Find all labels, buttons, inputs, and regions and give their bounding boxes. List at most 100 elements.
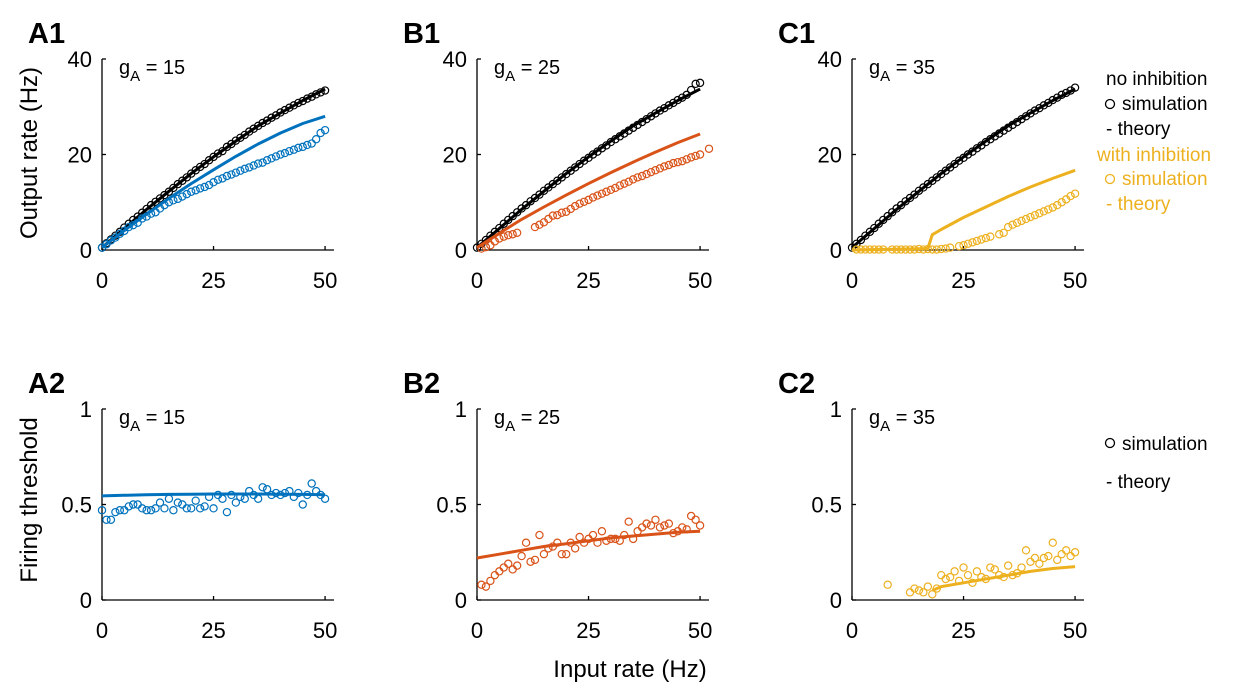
simulation-point <box>477 580 486 589</box>
simulation-point <box>660 103 669 113</box>
panel-a2: A2 gA = 15 0 25 50 0 0.5 1 <box>28 368 337 643</box>
simulation-point <box>178 500 187 509</box>
simulation-point <box>1044 98 1053 108</box>
x-tick-label: 0 <box>96 618 108 643</box>
simulation-point <box>316 128 325 138</box>
simulation-point <box>271 111 281 120</box>
simulation-point <box>240 164 249 174</box>
annotation: gA = 15 <box>119 57 185 85</box>
simulation-point <box>584 195 593 205</box>
simulation-point <box>124 502 133 511</box>
simulation-point <box>298 142 307 152</box>
simulation-point <box>963 570 973 580</box>
series-0 <box>847 83 1080 252</box>
simulation-point <box>508 230 517 239</box>
simulation-point <box>575 199 584 208</box>
simulation-point <box>562 549 571 559</box>
simulation-point <box>664 519 674 528</box>
x-tick-label: 0 <box>846 268 858 293</box>
simulation-point <box>664 160 674 170</box>
y-tick-label: 20 <box>818 143 842 168</box>
x-tick-label: 0 <box>471 268 483 293</box>
simulation-point <box>950 567 959 576</box>
legend-simulation-yellow: simulation <box>1122 169 1208 190</box>
simulation-point <box>258 483 267 492</box>
simulation-point <box>499 563 508 572</box>
y-tick-label: 40 <box>818 47 842 72</box>
simulation-point <box>164 494 174 503</box>
y-tick-label: 1 <box>80 397 92 422</box>
simulation-point <box>570 544 580 553</box>
simulation-point <box>222 142 232 152</box>
simulation-point <box>106 236 116 245</box>
simulation-point <box>240 494 249 503</box>
y-tick-label: 20 <box>443 143 467 168</box>
simulation-point <box>1070 83 1080 92</box>
simulation-point <box>972 236 982 246</box>
simulation-point <box>669 158 678 168</box>
simulation-point <box>499 232 508 241</box>
simulation-point <box>512 228 522 238</box>
simulation-point <box>959 241 968 250</box>
panel-b2: B2 gA = 25 0 25 50 0 0.5 1 <box>403 368 712 643</box>
legend-top: no inhibition simulation - theory with i… <box>1096 69 1211 215</box>
simulation-point <box>990 565 999 574</box>
simulation-point <box>642 519 651 528</box>
simulation-point <box>682 155 691 164</box>
simulation-point <box>1057 198 1066 207</box>
x-tick-label: 0 <box>96 268 108 293</box>
simulation-point <box>1030 210 1040 220</box>
simulation-point <box>883 580 892 589</box>
simulation-point <box>691 515 700 524</box>
simulation-point <box>200 502 209 511</box>
simulation-point <box>1057 549 1066 559</box>
x-tick-label: 25 <box>576 618 600 643</box>
panel-label: B1 <box>403 18 440 50</box>
simulation-point <box>258 158 267 167</box>
annotation: gA = 25 <box>494 407 560 435</box>
simulation-point <box>280 148 290 158</box>
simulation-point <box>320 125 330 135</box>
simulation-point <box>691 79 700 89</box>
theory-line <box>101 492 326 498</box>
simulation-point <box>521 538 531 547</box>
x-tick-label: 0 <box>846 618 858 643</box>
simulation-point <box>570 201 580 211</box>
series-1 <box>851 168 1080 254</box>
y-axis-label-top: Output rate (Hz) <box>16 67 43 239</box>
simulation-point <box>686 153 696 162</box>
simulation-point <box>660 521 669 530</box>
simulation-point <box>593 191 602 200</box>
simulation-point <box>579 197 589 206</box>
y-axis-label-bottom: Firing threshold <box>16 417 43 582</box>
simulation-point <box>999 228 1008 238</box>
simulation-point <box>941 244 950 253</box>
panel-label: A2 <box>28 368 65 400</box>
simulation-point <box>660 162 669 171</box>
simulation-point <box>245 127 254 136</box>
simulation-point <box>1044 205 1053 214</box>
simulation-point <box>285 146 294 156</box>
simulation-point <box>115 229 125 238</box>
simulation-point <box>535 220 544 229</box>
simulation-point <box>1048 203 1057 212</box>
simulation-point <box>187 504 196 513</box>
simulation-point <box>606 185 616 195</box>
simulation-point <box>1035 103 1044 113</box>
simulation-point <box>182 189 191 199</box>
simulation-point <box>963 239 973 248</box>
simulation-point <box>195 162 205 172</box>
simulation-point <box>1030 106 1040 115</box>
simulation-point <box>945 243 955 252</box>
simulation-point <box>914 586 924 595</box>
simulation-point <box>664 101 674 110</box>
simulation-point <box>191 186 200 195</box>
simulation-point <box>977 235 986 244</box>
simulation-point <box>1061 546 1071 555</box>
simulation-point <box>678 523 687 532</box>
legend-bottom-simulation: simulation <box>1122 434 1208 455</box>
panel-label: C1 <box>778 18 815 50</box>
legend-bottom-simulation-marker <box>1104 437 1116 449</box>
simulation-point <box>298 500 307 509</box>
